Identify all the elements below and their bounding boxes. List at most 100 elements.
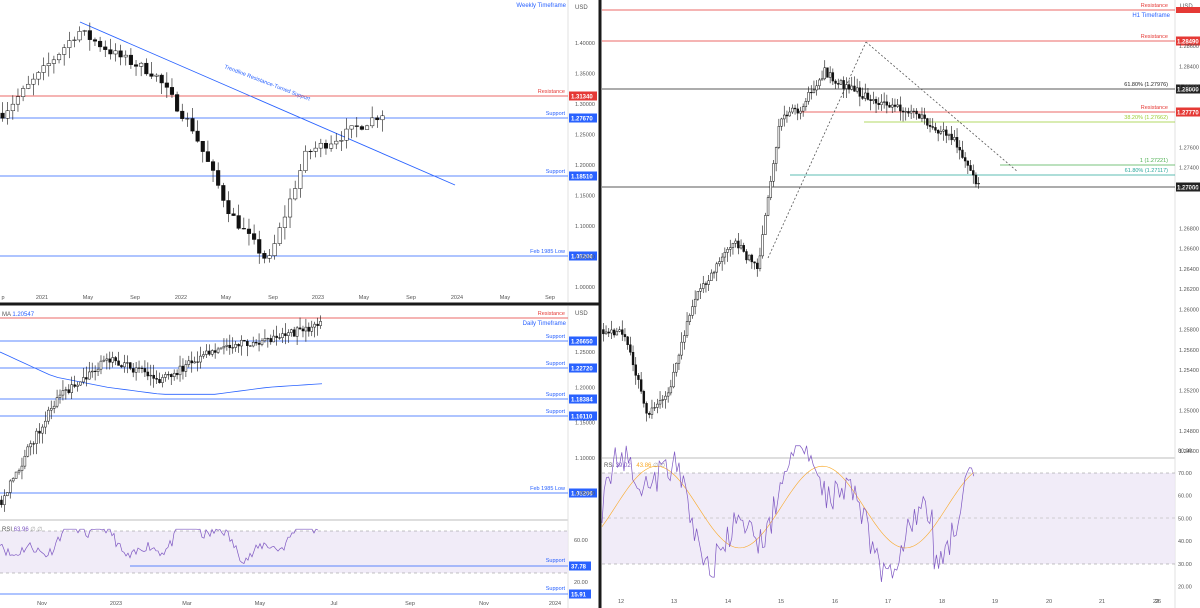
h1-candle	[820, 78, 824, 81]
daily-candle	[146, 371, 150, 377]
weekly-candle	[323, 142, 329, 149]
h1-candle	[756, 262, 759, 269]
daily-candle	[190, 360, 194, 364]
daily-candle	[23, 455, 27, 467]
h1-candle	[621, 329, 624, 335]
daily-time-tick: Mar	[182, 601, 192, 607]
daily-level-tag	[569, 394, 597, 404]
h1-candle	[909, 110, 913, 114]
h1-candle	[720, 256, 724, 262]
daily-candle	[284, 333, 287, 336]
h1-price-tick: 1.27400	[1179, 166, 1199, 172]
h1-candle	[672, 371, 675, 388]
h1-candle	[882, 101, 886, 103]
h1-candle	[704, 283, 708, 285]
daily-price-tick: 1.05000	[575, 491, 595, 497]
daily-candle	[114, 357, 117, 362]
weekly-candle	[226, 200, 231, 215]
daily-candle	[222, 346, 226, 349]
h1-candle	[737, 240, 740, 249]
daily-candle	[120, 365, 123, 368]
h1-time-tick: 13	[671, 599, 677, 605]
daily-candle	[187, 360, 191, 365]
h1-candle	[855, 87, 859, 92]
daily-candle	[240, 339, 243, 347]
h1-candle	[931, 126, 934, 128]
h1-time-tick: 19	[992, 599, 998, 605]
weekly-time-tick: May	[83, 295, 94, 301]
daily-candle	[269, 338, 273, 343]
h1-level-tag	[1176, 84, 1200, 94]
daily-rsi-path	[0, 528, 319, 564]
weekly-candles	[0, 22, 385, 264]
h1-candle	[734, 240, 737, 244]
weekly-candle	[169, 87, 175, 95]
daily-candle	[152, 374, 155, 379]
h1-candle	[899, 104, 902, 112]
h1-candle	[915, 110, 918, 115]
h1-candle	[669, 386, 673, 394]
h1-candle	[758, 255, 762, 269]
weekly-candle	[149, 73, 154, 77]
h1-level-label: Resistance	[1141, 105, 1168, 111]
daily-level-lines: Resistance Support 1.26650 Support 1.22720 Su…	[0, 311, 597, 498]
h1-candle	[747, 254, 751, 261]
weekly-panel[interactable]: USD Weekly Timeframe Trendline Resistanc…	[0, 3, 597, 301]
h1-time-tick: 14	[725, 599, 731, 605]
daily-candle	[137, 367, 141, 369]
h1-candle	[691, 306, 694, 316]
daily-rsi-tick: 60.00	[574, 538, 588, 544]
weekly-candle	[272, 243, 277, 256]
h1-candle	[923, 114, 926, 119]
h1-level-value: 1.28490	[1177, 40, 1199, 46]
weekly-level-tag	[569, 251, 597, 261]
h1-candle	[872, 99, 875, 101]
daily-candle	[117, 360, 120, 366]
h1-candle	[853, 85, 856, 92]
daily-candle	[181, 365, 185, 372]
weekly-trendline-label: Trendline Resistance-Turned Support	[223, 64, 311, 102]
weekly-candle	[139, 62, 144, 67]
h1-candle	[774, 147, 778, 164]
h1-candle	[969, 165, 972, 171]
h1-candle	[712, 271, 716, 274]
weekly-candle	[298, 170, 303, 189]
daily-candle	[167, 374, 170, 376]
h1-candle	[702, 283, 705, 289]
daily-candle	[281, 333, 284, 339]
daily-candles	[0, 315, 322, 512]
h1-panel[interactable]: USD H1 Timeframe ResistanceResistance1.2…	[601, 3, 1200, 605]
weekly-candle	[241, 228, 246, 230]
daily-candle	[20, 465, 24, 471]
daily-rsi-tick: 20.00	[574, 580, 588, 586]
daily-candle	[263, 338, 267, 342]
daily-candle	[126, 362, 129, 364]
weekly-candle	[185, 118, 190, 120]
weekly-time-tick: May	[221, 295, 232, 301]
daily-candle	[128, 362, 132, 369]
daily-candle	[164, 374, 167, 378]
daily-candle	[295, 327, 299, 337]
h1-rsi-path	[601, 445, 975, 583]
h1-candle	[753, 261, 756, 264]
h1-candle	[936, 129, 940, 134]
weekly-level-value: 1.27670	[571, 117, 593, 123]
h1-candle	[847, 84, 851, 90]
daily-panel[interactable]: USD Daily Timeframe MA 1.20547 Resistanc…	[0, 311, 597, 607]
daily-level-label: Feb 1985 Low	[530, 486, 565, 492]
h1-price-tick: 1.26000	[1179, 307, 1199, 313]
h1-price-tick: 1.25400	[1179, 368, 1199, 374]
weekly-candle	[0, 112, 5, 119]
h1-candle	[715, 263, 718, 273]
daily-candle	[38, 430, 41, 434]
daily-rsi-support-value: 37.78	[571, 565, 587, 571]
weekly-candle	[15, 96, 21, 105]
h1-time-tick: 17	[885, 599, 891, 605]
h1-candle	[685, 321, 689, 336]
daily-candle	[8, 480, 12, 493]
daily-rsi-line	[0, 528, 319, 564]
h1-candle	[880, 101, 883, 105]
weekly-candle	[77, 31, 82, 41]
h1-level-value: 1.28000	[1177, 88, 1199, 94]
